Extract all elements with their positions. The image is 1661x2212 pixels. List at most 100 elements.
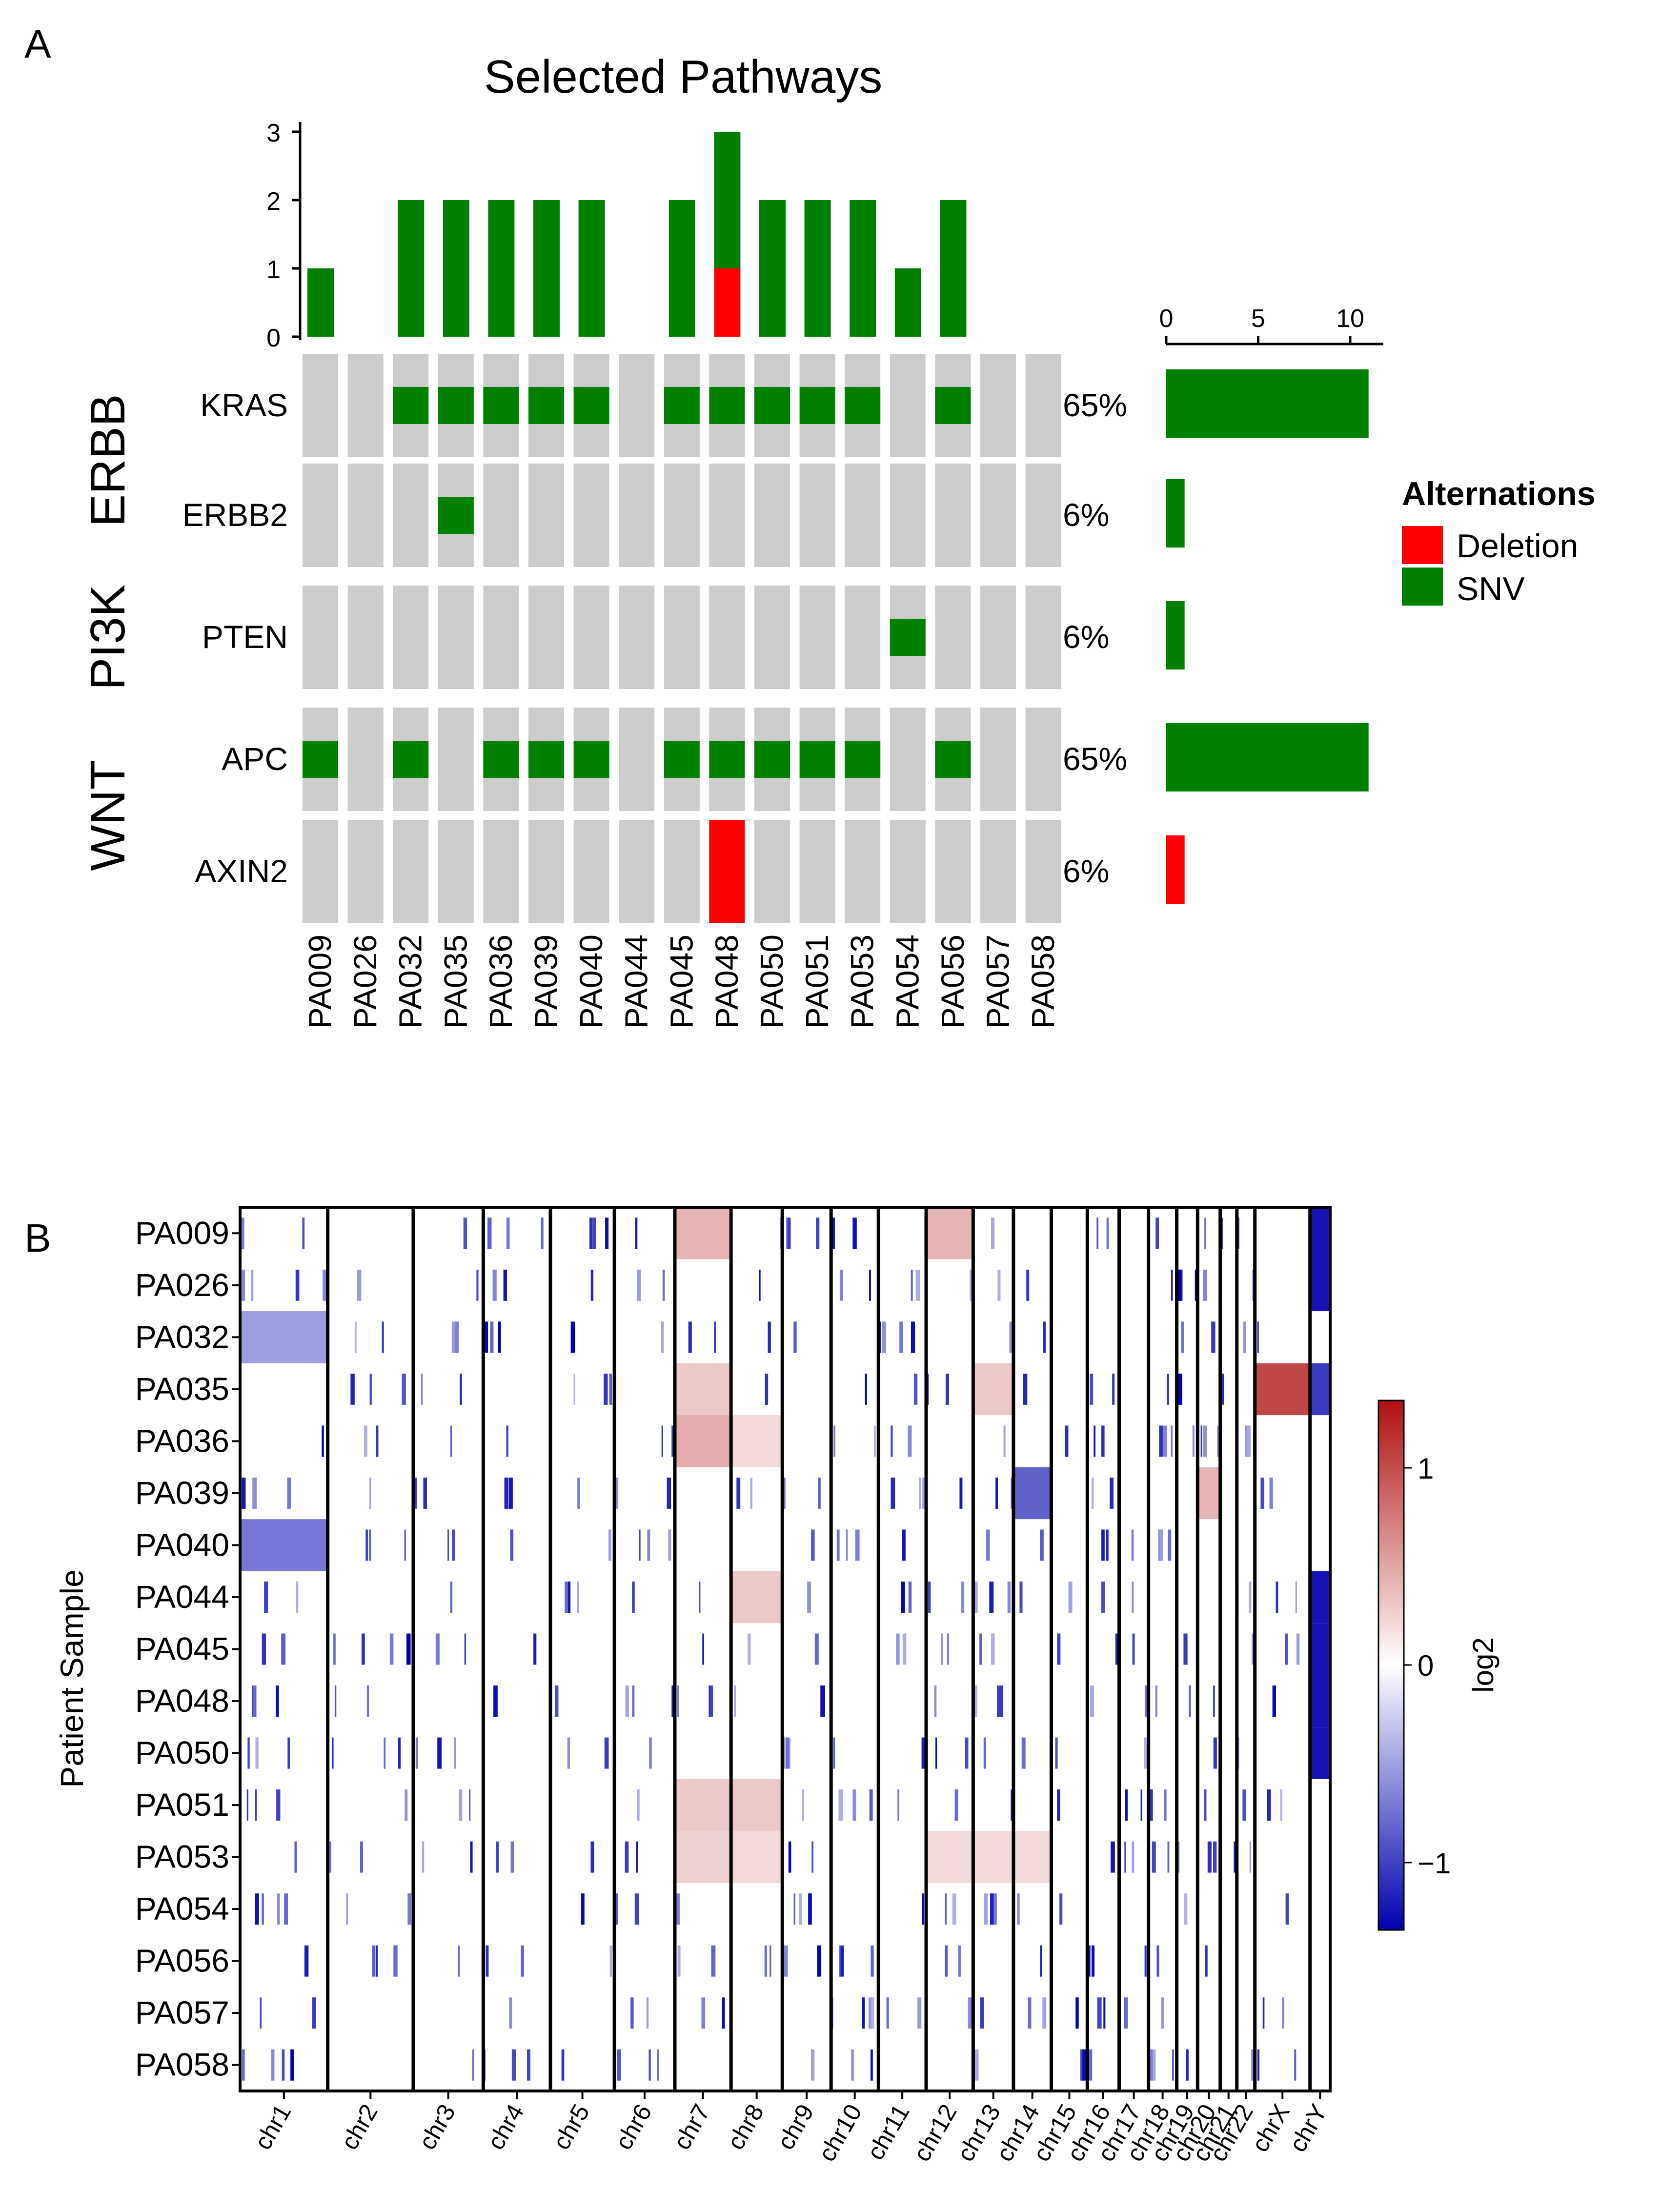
cnv-segment (1204, 1218, 1206, 1249)
cnv-segment (437, 1737, 442, 1769)
heatmap-col-label: chr2 (336, 2100, 383, 2154)
cnv-segment (630, 1997, 634, 2029)
cnv-segment (1285, 1633, 1288, 1665)
side-bar-series (1166, 369, 1369, 904)
cnv-segment (891, 1425, 893, 1457)
onco-cell (890, 708, 926, 811)
onco-snv-mark (845, 387, 881, 424)
panel-b-label: B (24, 1216, 51, 1260)
gene-label-pten: PTEN (202, 619, 288, 655)
cnv-segment (384, 1737, 386, 1769)
cnv-segment (253, 1685, 256, 1717)
cnv-segment (577, 1477, 580, 1509)
cnv-segment (1251, 2049, 1256, 2081)
cnv-segment (870, 2049, 873, 2081)
cnv-segment (366, 1685, 369, 1717)
cnv-segment (901, 1582, 905, 1613)
onco-cell (664, 464, 700, 567)
cnv-segment (590, 1841, 594, 1873)
colorbar: 1 0 −1 log2 (1377, 1400, 1499, 1931)
onco-snv-mark (799, 741, 835, 778)
onco-snv-mark (573, 387, 609, 424)
cnv-segment (1150, 2049, 1154, 2081)
cnv-segment (496, 1841, 499, 1873)
cnv-segment (865, 1373, 867, 1405)
cnv-segment (375, 1945, 378, 1977)
cnv-segment (282, 2049, 285, 2081)
legend-swatch-snv (1402, 568, 1443, 606)
cnv-segment (891, 1477, 895, 1509)
cnv-segment (1040, 1945, 1042, 1977)
cnv-segment (389, 1633, 394, 1665)
cnv-segment (816, 1218, 820, 1249)
cnv-segment (406, 1633, 411, 1665)
cnv-segment (1213, 1841, 1217, 1873)
cnv-segment (1168, 1529, 1172, 1561)
cnv-segment (952, 1893, 956, 1925)
onco-cell (1025, 586, 1061, 689)
cnv-segment (322, 1425, 324, 1457)
onco-cell (980, 708, 1016, 811)
cnv-segment (287, 1477, 291, 1509)
heatmap-col-label: chr8 (722, 2100, 769, 2154)
cnv-segment (451, 1321, 455, 1353)
cnv-segment (504, 1477, 508, 1509)
cnv-segment (484, 1321, 488, 1353)
cnv-segment (1125, 1789, 1128, 1821)
cnv-segment (928, 1582, 931, 1613)
cnv-segment (1040, 1529, 1044, 1561)
onco-cell (438, 820, 474, 923)
cnv-segment (1021, 1737, 1026, 1769)
cnv-segment (382, 1321, 384, 1353)
cnv-segment (1257, 2049, 1260, 2081)
onco-snv-mark (393, 387, 429, 424)
gene-percent-labels: 65% 6% 6% 65% 6% (1063, 387, 1127, 889)
cnv-segment (840, 1945, 844, 1977)
cnv-segment (493, 1685, 498, 1717)
cnv-segment (839, 1269, 843, 1301)
cnv-segment (1203, 1425, 1207, 1457)
gene-label-erbb2: ERBB2 (182, 497, 288, 533)
onco-snv-mark (438, 497, 474, 534)
cnv-segment (736, 1477, 741, 1509)
cnv-segment (498, 1321, 501, 1353)
colorbar-gradient (1377, 1400, 1405, 1931)
cnv-segment (1272, 1685, 1276, 1717)
cnv-segment (1184, 1633, 1188, 1665)
cnv-segment (365, 1529, 368, 1561)
cnv-segment (945, 1373, 949, 1405)
onco-cell (664, 586, 700, 689)
sample-label: PA045 (663, 934, 699, 1029)
heatmap-col-label: chr7 (668, 2100, 715, 2154)
cnv-segment (609, 1945, 612, 1977)
cnv-segment (675, 1893, 680, 1925)
cnv-segment (402, 1373, 406, 1405)
cnv-segment (570, 1321, 575, 1353)
cnv-segment (1055, 1737, 1058, 1769)
cnv-segment (897, 1789, 899, 1821)
onco-snv-mark (664, 387, 700, 424)
cnv-segment (605, 1218, 609, 1249)
cnv-segment (770, 1945, 771, 1977)
cnv-segment (647, 1529, 650, 1561)
cnv-segment (604, 1373, 608, 1405)
cnv-segment (1101, 1425, 1105, 1457)
top-bar-ticks: 0 1 2 3 (266, 119, 300, 352)
cnv-segment (290, 2049, 294, 2081)
cnv-segment (821, 1685, 825, 1717)
cnv-region (731, 1831, 783, 1883)
cnv-segment (1065, 1425, 1069, 1457)
cnv-segment (372, 1945, 375, 1977)
heatmap-row-label: PA039 (135, 1475, 229, 1511)
cnv-segment (986, 1529, 990, 1561)
cnv-segment (793, 1321, 797, 1353)
cnv-segment (435, 1633, 440, 1665)
cnv-segment (1003, 1425, 1006, 1457)
cnv-segment (242, 2049, 245, 2081)
pathway-group-labels: ERBB PI3K WNT (81, 394, 135, 871)
cnv-segment (1211, 1321, 1215, 1353)
cnv-segment (1260, 1477, 1264, 1509)
sample-label: PA058 (1025, 934, 1061, 1029)
cnv-segment (1092, 1945, 1094, 1977)
cnv-segment (510, 1529, 514, 1561)
